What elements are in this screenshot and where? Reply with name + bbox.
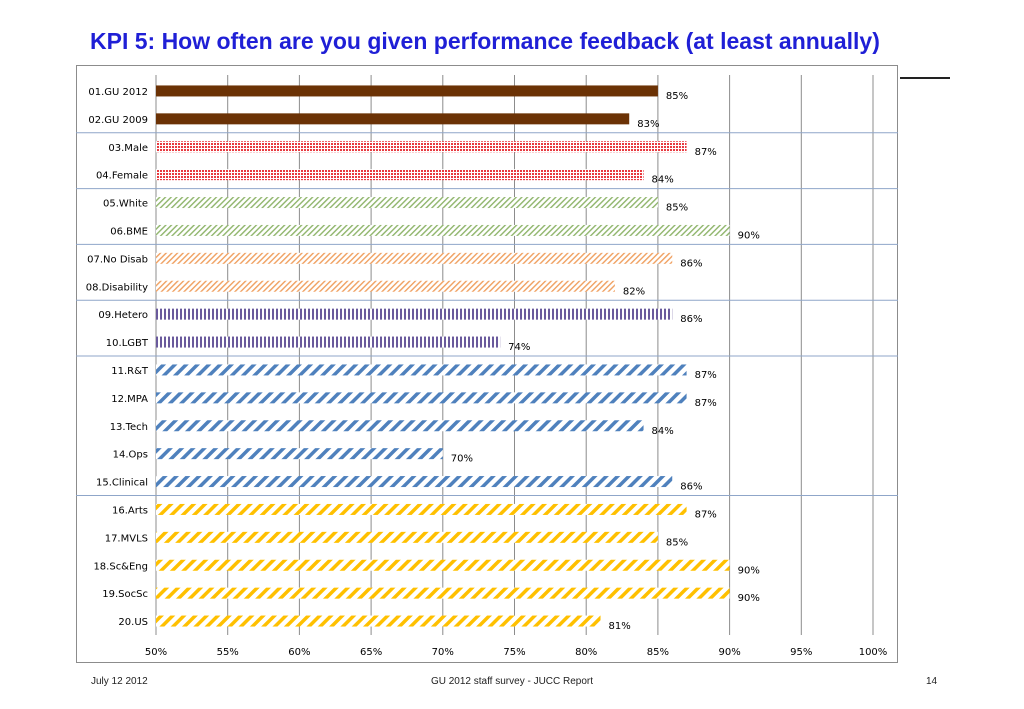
- bar-12-mpa: [156, 392, 687, 404]
- value-label: 87%: [695, 509, 717, 520]
- x-tick-label: 90%: [718, 647, 740, 658]
- category-label: 04.Female: [96, 171, 148, 182]
- value-label: 85%: [666, 537, 688, 548]
- footer-date: July 12 2012: [91, 676, 148, 687]
- header-rule: [900, 77, 950, 79]
- x-tick-label: 85%: [647, 647, 669, 658]
- value-label: 86%: [680, 482, 702, 493]
- x-tick-label: 60%: [288, 647, 310, 658]
- bar-10-lgbt: [156, 336, 501, 348]
- category-label: 14.Ops: [113, 450, 148, 461]
- value-label: 81%: [609, 621, 631, 632]
- category-label: 18.Sc&Eng: [93, 561, 148, 572]
- category-label: 01.GU 2012: [88, 87, 148, 98]
- bar-17-mvls: [156, 531, 658, 543]
- kpi-bar-chart: 50% 55% 60% 65% 70% 75% 80% 85% 90% 95% 100% 01.GU …: [76, 75, 898, 658]
- value-label: 82%: [623, 286, 645, 297]
- bar-20-us: [156, 615, 601, 627]
- value-label: 87%: [695, 370, 717, 381]
- bar-07-no-disab: [156, 252, 673, 264]
- value-label: 74%: [508, 342, 530, 353]
- category-label: 09.Hetero: [98, 310, 148, 321]
- bar-02-gu-2009: [156, 113, 630, 125]
- bar-18-sc-eng: [156, 559, 730, 571]
- bar-04-female: [156, 169, 644, 181]
- category-label: 06.BME: [110, 226, 148, 237]
- category-label: 02.GU 2009: [88, 115, 148, 126]
- category-label: 11.R&T: [111, 366, 149, 377]
- value-label: 85%: [666, 203, 688, 214]
- bar-13-tech: [156, 420, 644, 432]
- value-label: 85%: [666, 91, 688, 102]
- value-label: 87%: [695, 398, 717, 409]
- bar-16-arts: [156, 503, 687, 515]
- category-label: 19.SocSc: [102, 589, 148, 600]
- x-tick-label: 80%: [575, 647, 597, 658]
- value-label: 83%: [637, 119, 659, 130]
- x-tick-label: 70%: [432, 647, 454, 658]
- bar-11-r-t: [156, 364, 687, 376]
- value-label: 84%: [652, 175, 674, 186]
- bar-01-gu-2012: [156, 85, 658, 97]
- value-label: 90%: [738, 593, 760, 604]
- category-label: 15.Clinical: [96, 478, 148, 489]
- labels: 50% 55% 60% 65% 70% 75% 80% 85% 90% 95% 100% 01.GU …: [86, 87, 888, 658]
- x-tick-label: 95%: [790, 647, 812, 658]
- bar-15-clinical: [156, 476, 673, 488]
- bar-19-socsc: [156, 587, 730, 599]
- footer-report-title: GU 2012 staff survey - JUCC Report: [430, 676, 594, 687]
- category-label: 20.US: [118, 617, 148, 628]
- bar-09-hetero: [156, 308, 673, 320]
- x-tick-label: 100%: [859, 647, 888, 658]
- bar-03-male: [156, 141, 687, 153]
- bars: [156, 85, 730, 627]
- category-label: 16.Arts: [112, 505, 148, 516]
- footer-page-number: 14: [926, 676, 938, 687]
- value-label: 84%: [652, 426, 674, 437]
- x-tick-label: 55%: [217, 647, 239, 658]
- category-label: 17.MVLS: [105, 533, 148, 544]
- value-label: 86%: [680, 258, 702, 269]
- slide-title: KPI 5: How often are you given performan…: [90, 28, 880, 54]
- category-label: 08.Disability: [86, 282, 148, 293]
- bar-14-ops: [156, 448, 443, 460]
- value-label: 70%: [451, 454, 473, 465]
- category-label: 07.No Disab: [87, 254, 148, 265]
- group-separators: [76, 132, 898, 496]
- value-label: 90%: [738, 230, 760, 241]
- x-tick-label: 50%: [145, 647, 167, 658]
- category-label: 12.MPA: [111, 394, 148, 405]
- value-label: 87%: [695, 147, 717, 158]
- bar-05-white: [156, 197, 658, 209]
- category-label: 05.White: [103, 199, 148, 210]
- value-label: 86%: [680, 314, 702, 325]
- value-label: 90%: [738, 565, 760, 576]
- gridlines: [155, 75, 874, 635]
- x-tick-label: 75%: [503, 647, 525, 658]
- bar-06-bme: [156, 224, 730, 236]
- x-tick-label: 65%: [360, 647, 382, 658]
- category-label: 03.Male: [108, 143, 148, 154]
- category-label: 13.Tech: [110, 422, 148, 433]
- category-label: 10.LGBT: [106, 338, 149, 349]
- bar-08-disability: [156, 280, 615, 292]
